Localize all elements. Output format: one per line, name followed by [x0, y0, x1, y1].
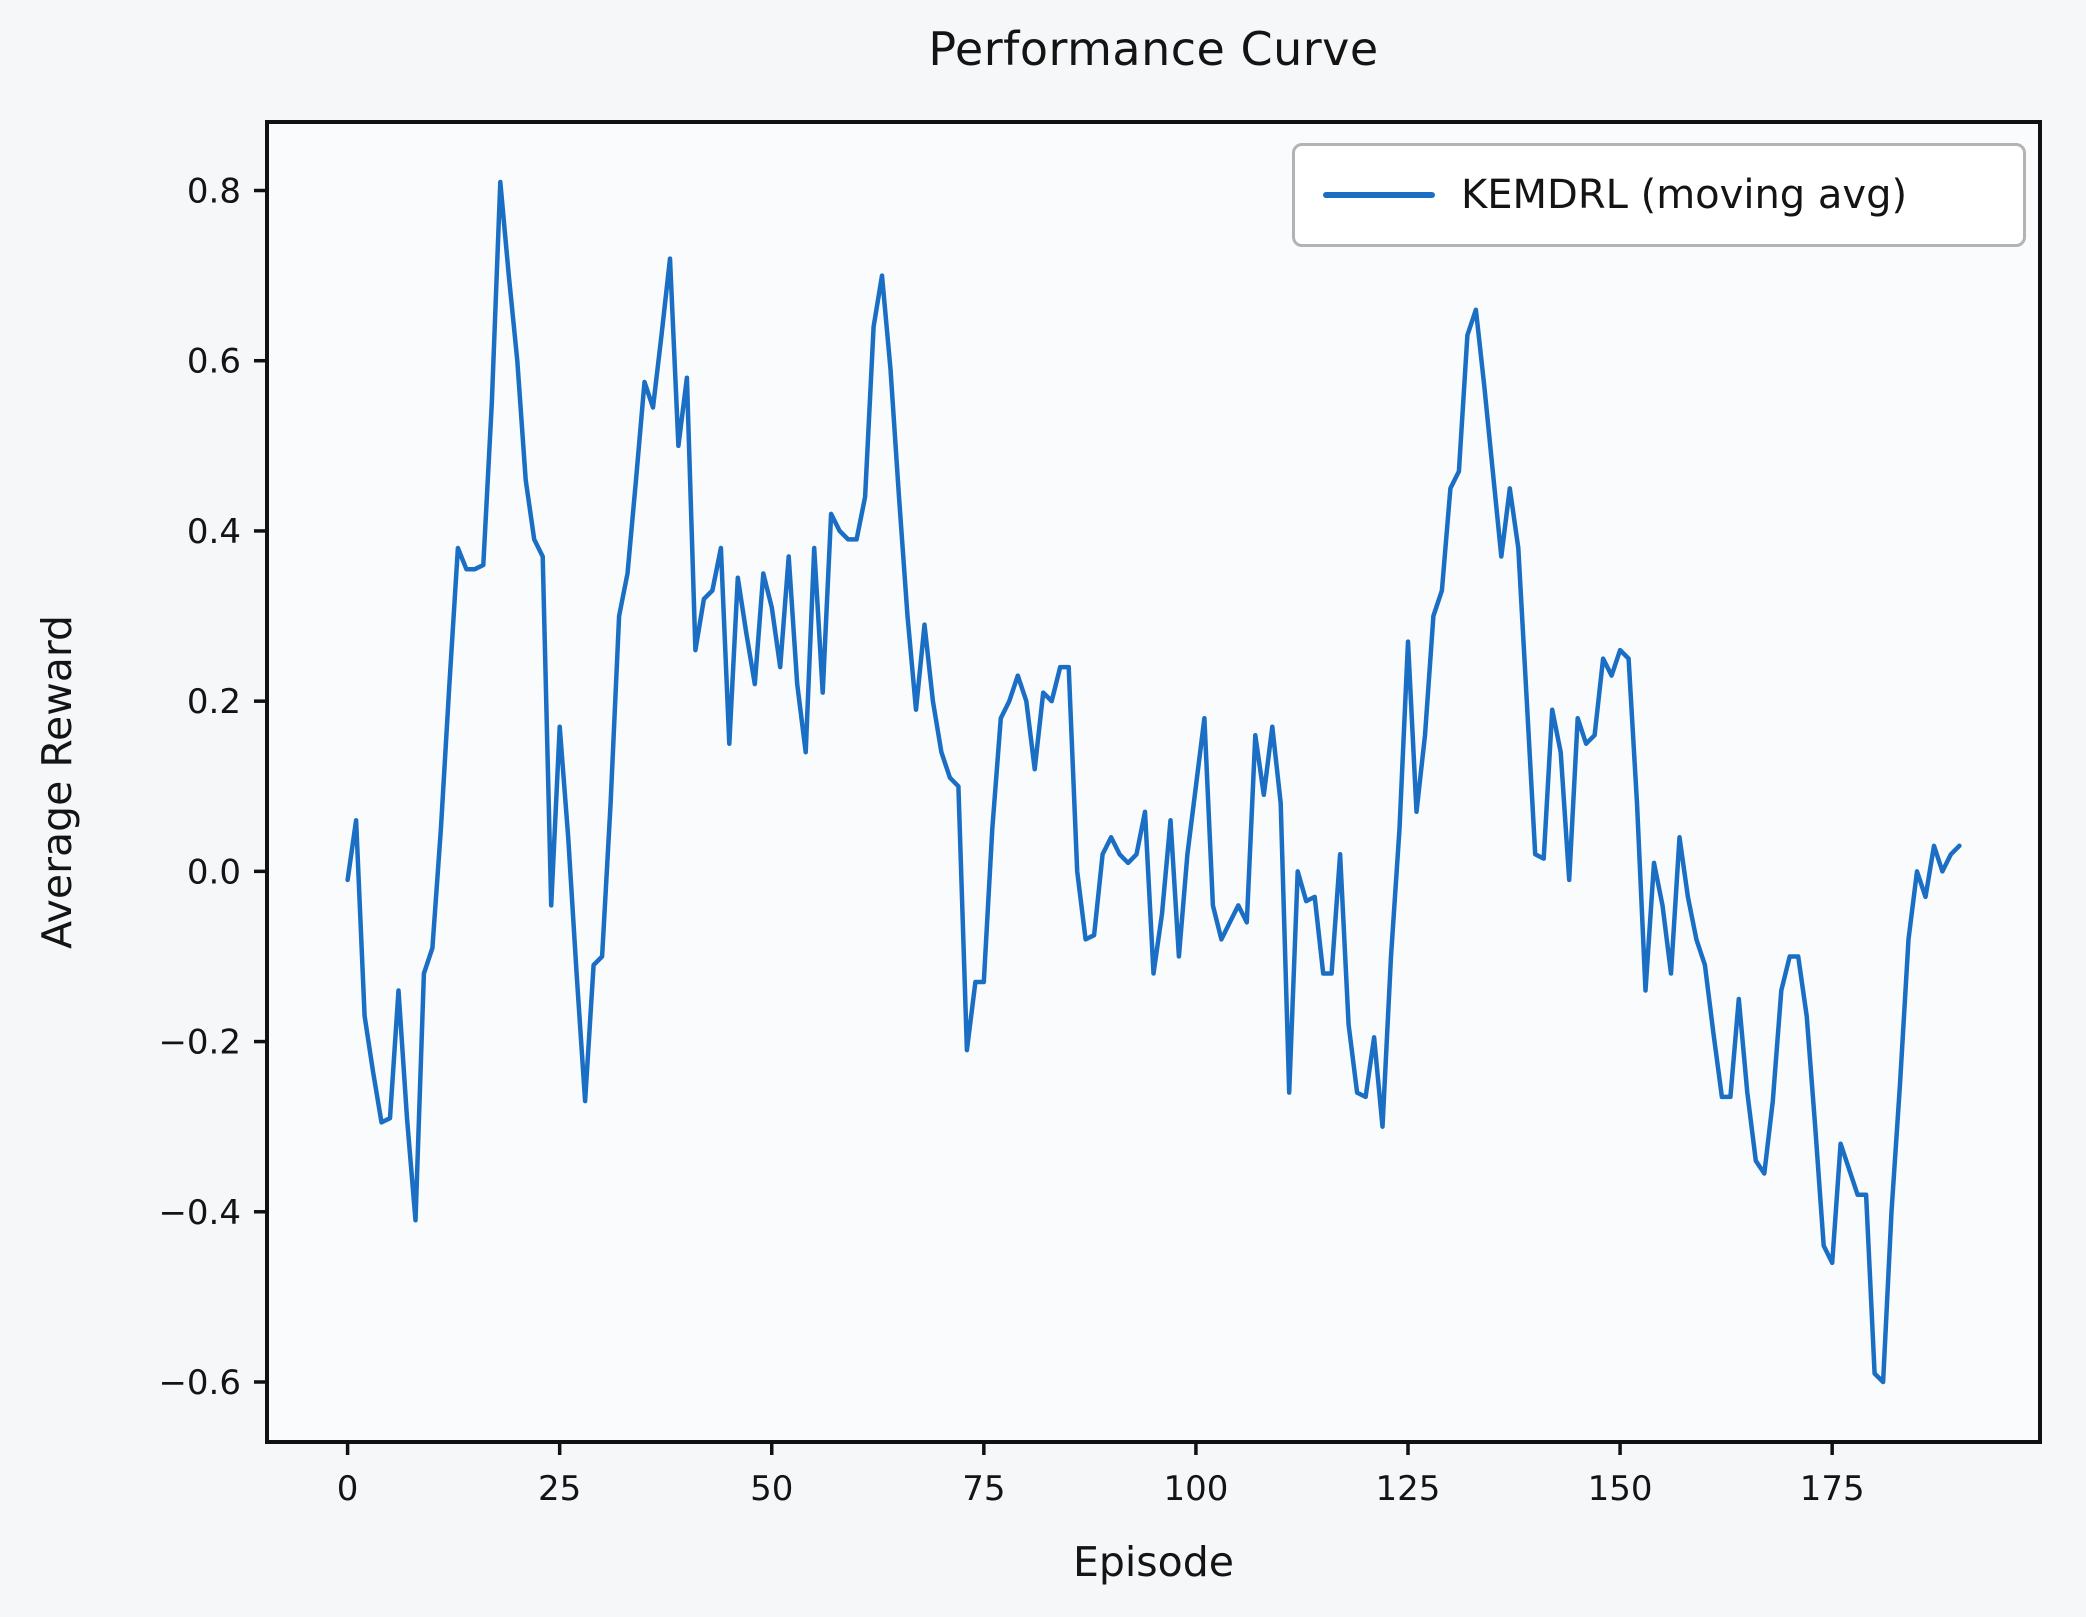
x-tick-label: 125	[1376, 1469, 1441, 1509]
legend: KEMDRL (moving avg)	[1292, 143, 2026, 247]
x-tick-label: 50	[750, 1469, 793, 1509]
series-line	[345, 179, 1962, 1385]
x-tick-label: 100	[1163, 1469, 1228, 1509]
chart-title: Performance Curve	[928, 22, 1379, 76]
y-tick-label: −0.6	[158, 1363, 241, 1403]
axes-frame	[265, 120, 2042, 1444]
x-tick-label: 75	[962, 1469, 1005, 1509]
y-tick-label: −0.4	[158, 1193, 241, 1233]
y-tick-label: 0.4	[187, 512, 241, 552]
y-tick-label: 0.6	[187, 342, 241, 382]
y-tick-label: 0.8	[187, 172, 241, 212]
x-tick-label: 25	[538, 1469, 581, 1509]
y-tick-label: −0.2	[158, 1023, 241, 1063]
x-tick-label: 0	[337, 1469, 359, 1509]
x-tick-label: 150	[1588, 1469, 1653, 1509]
y-tick-label: 0.0	[187, 852, 241, 892]
x-tick-label: 175	[1800, 1469, 1865, 1509]
y-axis-label: Average Reward	[33, 614, 81, 950]
legend-label: KEMDRL (moving avg)	[1461, 172, 1908, 218]
legend-line-swatch	[1323, 192, 1435, 198]
x-axis-label: Episode	[1072, 1538, 1235, 1586]
y-tick-label: 0.2	[187, 682, 241, 722]
